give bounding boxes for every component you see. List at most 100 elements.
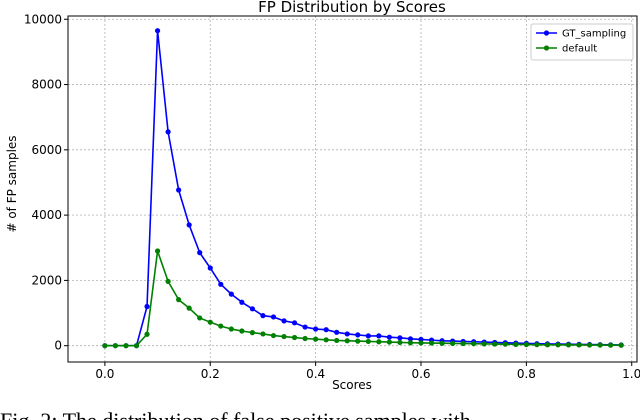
data-point — [365, 333, 371, 339]
series-line — [104, 29, 622, 347]
data-point — [492, 341, 498, 347]
data-point — [270, 332, 277, 339]
chart-title: FP Distribution by Scores — [258, 0, 446, 16]
data-point — [291, 334, 298, 341]
legend-swatch-marker — [543, 45, 550, 51]
data-point — [186, 305, 192, 311]
data-point — [376, 333, 382, 339]
y-axis-title: # of FP samples — [5, 135, 19, 232]
plot-frame — [67, 15, 638, 363]
data-point — [481, 341, 487, 347]
data-point — [154, 248, 161, 254]
data-point — [228, 326, 234, 332]
data-point — [133, 343, 140, 349]
data-point — [239, 299, 245, 305]
data-point — [228, 291, 234, 297]
data-point — [176, 297, 182, 303]
data-point — [586, 342, 593, 348]
data-point — [365, 338, 371, 345]
data-point — [544, 342, 551, 348]
data-point — [302, 324, 308, 330]
x-tick-label: 1.0 — [622, 367, 640, 381]
data-point — [450, 340, 456, 346]
x-axis-title: Scores — [332, 378, 372, 392]
y-tick-label: 10000 — [24, 12, 62, 26]
data-point — [334, 337, 340, 344]
data-point — [249, 330, 255, 336]
y-axis-ticks: 0 2000 4000 6000 8000 10000 — [24, 12, 68, 353]
data-point — [439, 340, 445, 346]
data-point — [323, 337, 329, 343]
data-point — [460, 340, 466, 347]
data-point — [218, 281, 224, 287]
series-default — [102, 248, 624, 349]
data-point — [502, 341, 508, 347]
data-point — [260, 331, 266, 337]
data-point — [239, 328, 245, 334]
x-tick-label: 0.4 — [306, 367, 325, 381]
data-point — [576, 342, 582, 348]
data-point — [386, 339, 392, 345]
y-tick-label: 2000 — [31, 273, 62, 287]
data-point — [281, 318, 287, 324]
legend-entry: GT_sampling — [536, 29, 626, 40]
data-point — [344, 331, 350, 337]
data-point — [323, 327, 329, 333]
data-point — [565, 342, 572, 348]
data-point — [471, 341, 477, 347]
y-tick-label: 4000 — [31, 208, 62, 222]
series-line — [104, 250, 622, 347]
legend-label: default — [562, 44, 597, 55]
legend-entry: default — [536, 44, 597, 55]
data-point — [555, 342, 561, 348]
y-tick-label: 6000 — [31, 143, 62, 157]
x-tick-label: 0.0 — [95, 367, 114, 381]
data-point — [176, 187, 182, 193]
figure-caption: Fig. 2: The distribution of false positi… — [0, 408, 471, 420]
data-point — [154, 28, 161, 34]
data-point — [112, 343, 119, 349]
data-point — [144, 303, 150, 310]
series-layer — [102, 28, 624, 349]
data-point — [344, 338, 350, 344]
grid-lines — [68, 16, 637, 362]
data-point — [513, 341, 519, 347]
data-point — [418, 340, 424, 346]
data-point — [270, 314, 277, 320]
data-point — [207, 319, 213, 325]
data-point — [302, 335, 308, 342]
data-point — [102, 343, 108, 349]
data-point — [608, 342, 614, 348]
data-point — [123, 343, 129, 349]
data-point — [291, 320, 298, 326]
y-tick-label: 8000 — [31, 78, 62, 92]
data-point — [165, 129, 171, 135]
data-point — [407, 336, 414, 342]
data-point — [165, 278, 171, 284]
data-point — [186, 222, 192, 228]
data-point — [397, 339, 403, 346]
data-point — [313, 336, 319, 342]
data-point — [407, 340, 414, 346]
data-point — [334, 329, 340, 335]
data-point — [376, 339, 382, 345]
data-point — [386, 334, 392, 340]
data-point — [218, 323, 224, 329]
data-point — [313, 326, 319, 332]
data-point — [618, 342, 624, 348]
data-point — [397, 335, 403, 341]
data-point — [281, 333, 287, 340]
legend-label: GT_sampling — [562, 29, 626, 40]
data-point — [355, 338, 361, 344]
data-point — [197, 315, 203, 321]
x-tick-label: 0.6 — [411, 367, 430, 381]
data-point — [523, 341, 529, 348]
data-point — [428, 340, 435, 346]
data-point — [249, 306, 255, 312]
x-axis-ticks: 0.0 0.2 0.4 0.6 0.8 1.0 — [95, 362, 640, 381]
data-point — [197, 250, 203, 256]
data-point — [355, 332, 361, 338]
